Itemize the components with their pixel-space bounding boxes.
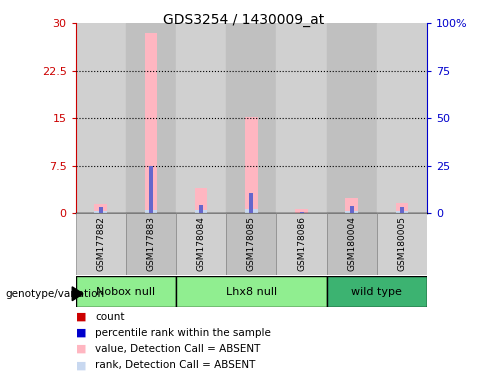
Bar xyxy=(350,207,354,213)
Bar xyxy=(144,210,157,213)
Bar xyxy=(149,166,153,213)
Bar xyxy=(245,209,258,213)
Bar xyxy=(195,188,207,213)
Bar xyxy=(176,23,226,213)
Bar xyxy=(99,207,103,213)
Text: ■: ■ xyxy=(76,360,86,370)
Bar xyxy=(346,211,358,213)
Bar xyxy=(326,23,377,213)
Text: GSM180005: GSM180005 xyxy=(397,216,407,271)
Bar xyxy=(396,203,408,213)
Bar xyxy=(126,213,176,275)
Text: wild type: wild type xyxy=(351,287,402,297)
Text: GSM178084: GSM178084 xyxy=(197,217,205,271)
Text: Lhx8 null: Lhx8 null xyxy=(226,287,277,297)
Bar xyxy=(400,207,404,213)
Text: percentile rank within the sample: percentile rank within the sample xyxy=(95,328,271,338)
Bar xyxy=(377,213,427,275)
Bar xyxy=(176,213,226,275)
Bar xyxy=(326,276,427,307)
Bar xyxy=(326,213,377,275)
Text: genotype/variation: genotype/variation xyxy=(5,289,104,299)
Text: GSM178086: GSM178086 xyxy=(297,216,306,271)
Text: rank, Detection Call = ABSENT: rank, Detection Call = ABSENT xyxy=(95,360,256,370)
Text: ■: ■ xyxy=(76,344,86,354)
Text: ■: ■ xyxy=(76,328,86,338)
Bar xyxy=(226,213,276,275)
Bar xyxy=(76,23,126,213)
Bar xyxy=(276,213,326,275)
Text: GDS3254 / 1430009_at: GDS3254 / 1430009_at xyxy=(163,13,325,27)
Text: GSM178085: GSM178085 xyxy=(247,216,256,271)
Text: GSM177882: GSM177882 xyxy=(96,217,105,271)
Text: GSM180004: GSM180004 xyxy=(347,217,356,271)
Text: count: count xyxy=(95,312,124,322)
Bar xyxy=(176,276,326,307)
Bar xyxy=(245,118,258,213)
Text: value, Detection Call = ABSENT: value, Detection Call = ABSENT xyxy=(95,344,261,354)
Text: ■: ■ xyxy=(76,312,86,322)
Text: Nobox null: Nobox null xyxy=(96,287,155,297)
Bar xyxy=(126,23,176,213)
Bar xyxy=(195,210,207,213)
Bar xyxy=(295,209,308,213)
Bar xyxy=(144,33,157,213)
Bar xyxy=(95,211,107,213)
Bar xyxy=(76,276,176,307)
Bar xyxy=(346,198,358,213)
Bar xyxy=(249,193,253,213)
Bar xyxy=(199,205,203,213)
Bar xyxy=(226,23,276,213)
Polygon shape xyxy=(72,287,83,301)
Bar xyxy=(396,211,408,213)
Bar xyxy=(95,204,107,213)
Text: GSM177883: GSM177883 xyxy=(146,216,156,271)
Bar xyxy=(76,213,126,275)
Bar xyxy=(300,212,304,213)
Bar xyxy=(377,23,427,213)
Bar xyxy=(276,23,326,213)
